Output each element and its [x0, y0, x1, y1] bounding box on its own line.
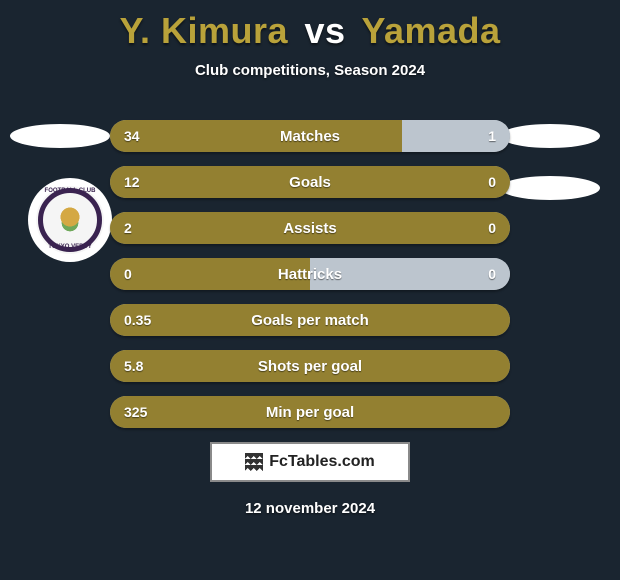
stat-row: 325Min per goal — [110, 396, 510, 428]
page-title: Y. Kimura vs Yamada — [0, 10, 620, 52]
brand-text: FcTables.com — [269, 453, 375, 471]
stat-row: 0Hattricks0 — [110, 258, 510, 290]
stat-value-right: 0 — [488, 212, 496, 244]
date-text: 12 november 2024 — [0, 500, 620, 517]
stat-value-right: 0 — [488, 166, 496, 198]
title-player1: Y. Kimura — [119, 10, 288, 51]
stat-label: Goals per match — [110, 304, 510, 336]
title-vs: vs — [305, 10, 346, 51]
brand-box: FcTables.com — [210, 442, 410, 482]
player1-photo-placeholder — [10, 124, 110, 148]
stat-row: 12Goals0 — [110, 166, 510, 198]
stat-label: Hattricks — [110, 258, 510, 290]
player2-photo-placeholder — [500, 124, 600, 148]
stat-row: 34Matches1 — [110, 120, 510, 152]
stat-value-right: 0 — [488, 258, 496, 290]
stat-label: Assists — [110, 212, 510, 244]
crest-text-top: FOOTBALL CLUB — [36, 188, 104, 194]
stat-label: Goals — [110, 166, 510, 198]
stat-label: Shots per goal — [110, 350, 510, 382]
stat-row: 5.8Shots per goal — [110, 350, 510, 382]
player1-club-badge: FOOTBALL CLUB TOKYO VERDY — [28, 178, 112, 262]
stats-bars: 34Matches112Goals02Assists00Hattricks00.… — [110, 120, 510, 442]
subtitle: Club competitions, Season 2024 — [0, 62, 620, 79]
crest-text-bottom: TOKYO VERDY — [36, 244, 104, 250]
brand-chart-icon — [245, 453, 263, 471]
stat-value-right: 1 — [488, 120, 496, 152]
title-player2: Yamada — [361, 10, 500, 51]
stat-row: 2Assists0 — [110, 212, 510, 244]
stat-label: Matches — [110, 120, 510, 152]
stat-row: 0.35Goals per match — [110, 304, 510, 336]
crest-ring — [38, 188, 102, 252]
club-crest: FOOTBALL CLUB TOKYO VERDY — [36, 186, 104, 254]
player2-club-placeholder — [500, 176, 600, 200]
stat-label: Min per goal — [110, 396, 510, 428]
